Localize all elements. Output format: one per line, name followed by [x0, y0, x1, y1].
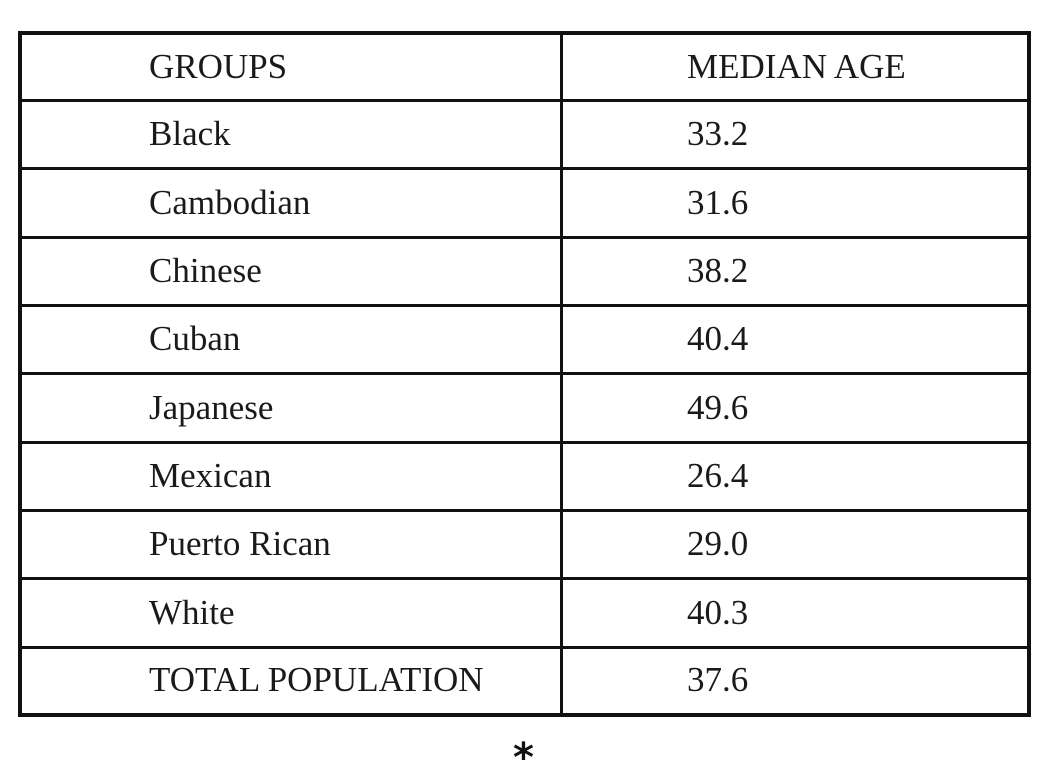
- group-cell: White: [22, 577, 563, 649]
- median-age-cell: 29.0: [560, 509, 1027, 581]
- group-cell: Chinese: [22, 235, 563, 308]
- data-table: GROUPS MEDIAN AGE Black 33.2 Cambodian 3…: [22, 35, 1027, 713]
- column-header-median-age: MEDIAN AGE: [560, 35, 1027, 103]
- table-row: Black 33.2: [22, 99, 1027, 171]
- group-cell: TOTAL POPULATION: [22, 645, 563, 713]
- column-header-groups: GROUPS: [22, 35, 563, 103]
- group-cell: Japanese: [22, 372, 563, 444]
- median-age-cell: 40.4: [560, 304, 1027, 376]
- table-row: Cuban 40.4: [22, 304, 1027, 376]
- median-age-table: GROUPS MEDIAN AGE Black 33.2 Cambodian 3…: [18, 31, 1031, 717]
- group-cell: Mexican: [22, 440, 563, 513]
- median-age-cell: 38.2: [560, 235, 1027, 308]
- median-age-cell: 33.2: [560, 99, 1027, 171]
- group-cell: Black: [22, 99, 563, 171]
- group-cell: Puerto Rican: [22, 509, 563, 581]
- table-row: Puerto Rican 29.0: [22, 509, 1027, 581]
- median-age-cell: 49.6: [560, 372, 1027, 444]
- group-cell: Cambodian: [22, 167, 563, 239]
- group-cell: Cuban: [22, 304, 563, 376]
- asterisk-ornament: *: [513, 735, 534, 781]
- table-header-row: GROUPS MEDIAN AGE: [22, 35, 1027, 103]
- table-row: Chinese 38.2: [22, 235, 1027, 308]
- median-age-cell: 37.6: [560, 645, 1027, 713]
- table-row: White 40.3: [22, 577, 1027, 649]
- median-age-cell: 26.4: [560, 440, 1027, 513]
- table-row: Mexican 26.4: [22, 440, 1027, 513]
- table-row: Cambodian 31.6: [22, 167, 1027, 239]
- median-age-cell: 31.6: [560, 167, 1027, 239]
- table-row: Japanese 49.6: [22, 372, 1027, 444]
- table-total-row: TOTAL POPULATION 37.6: [22, 645, 1027, 713]
- median-age-cell: 40.3: [560, 577, 1027, 649]
